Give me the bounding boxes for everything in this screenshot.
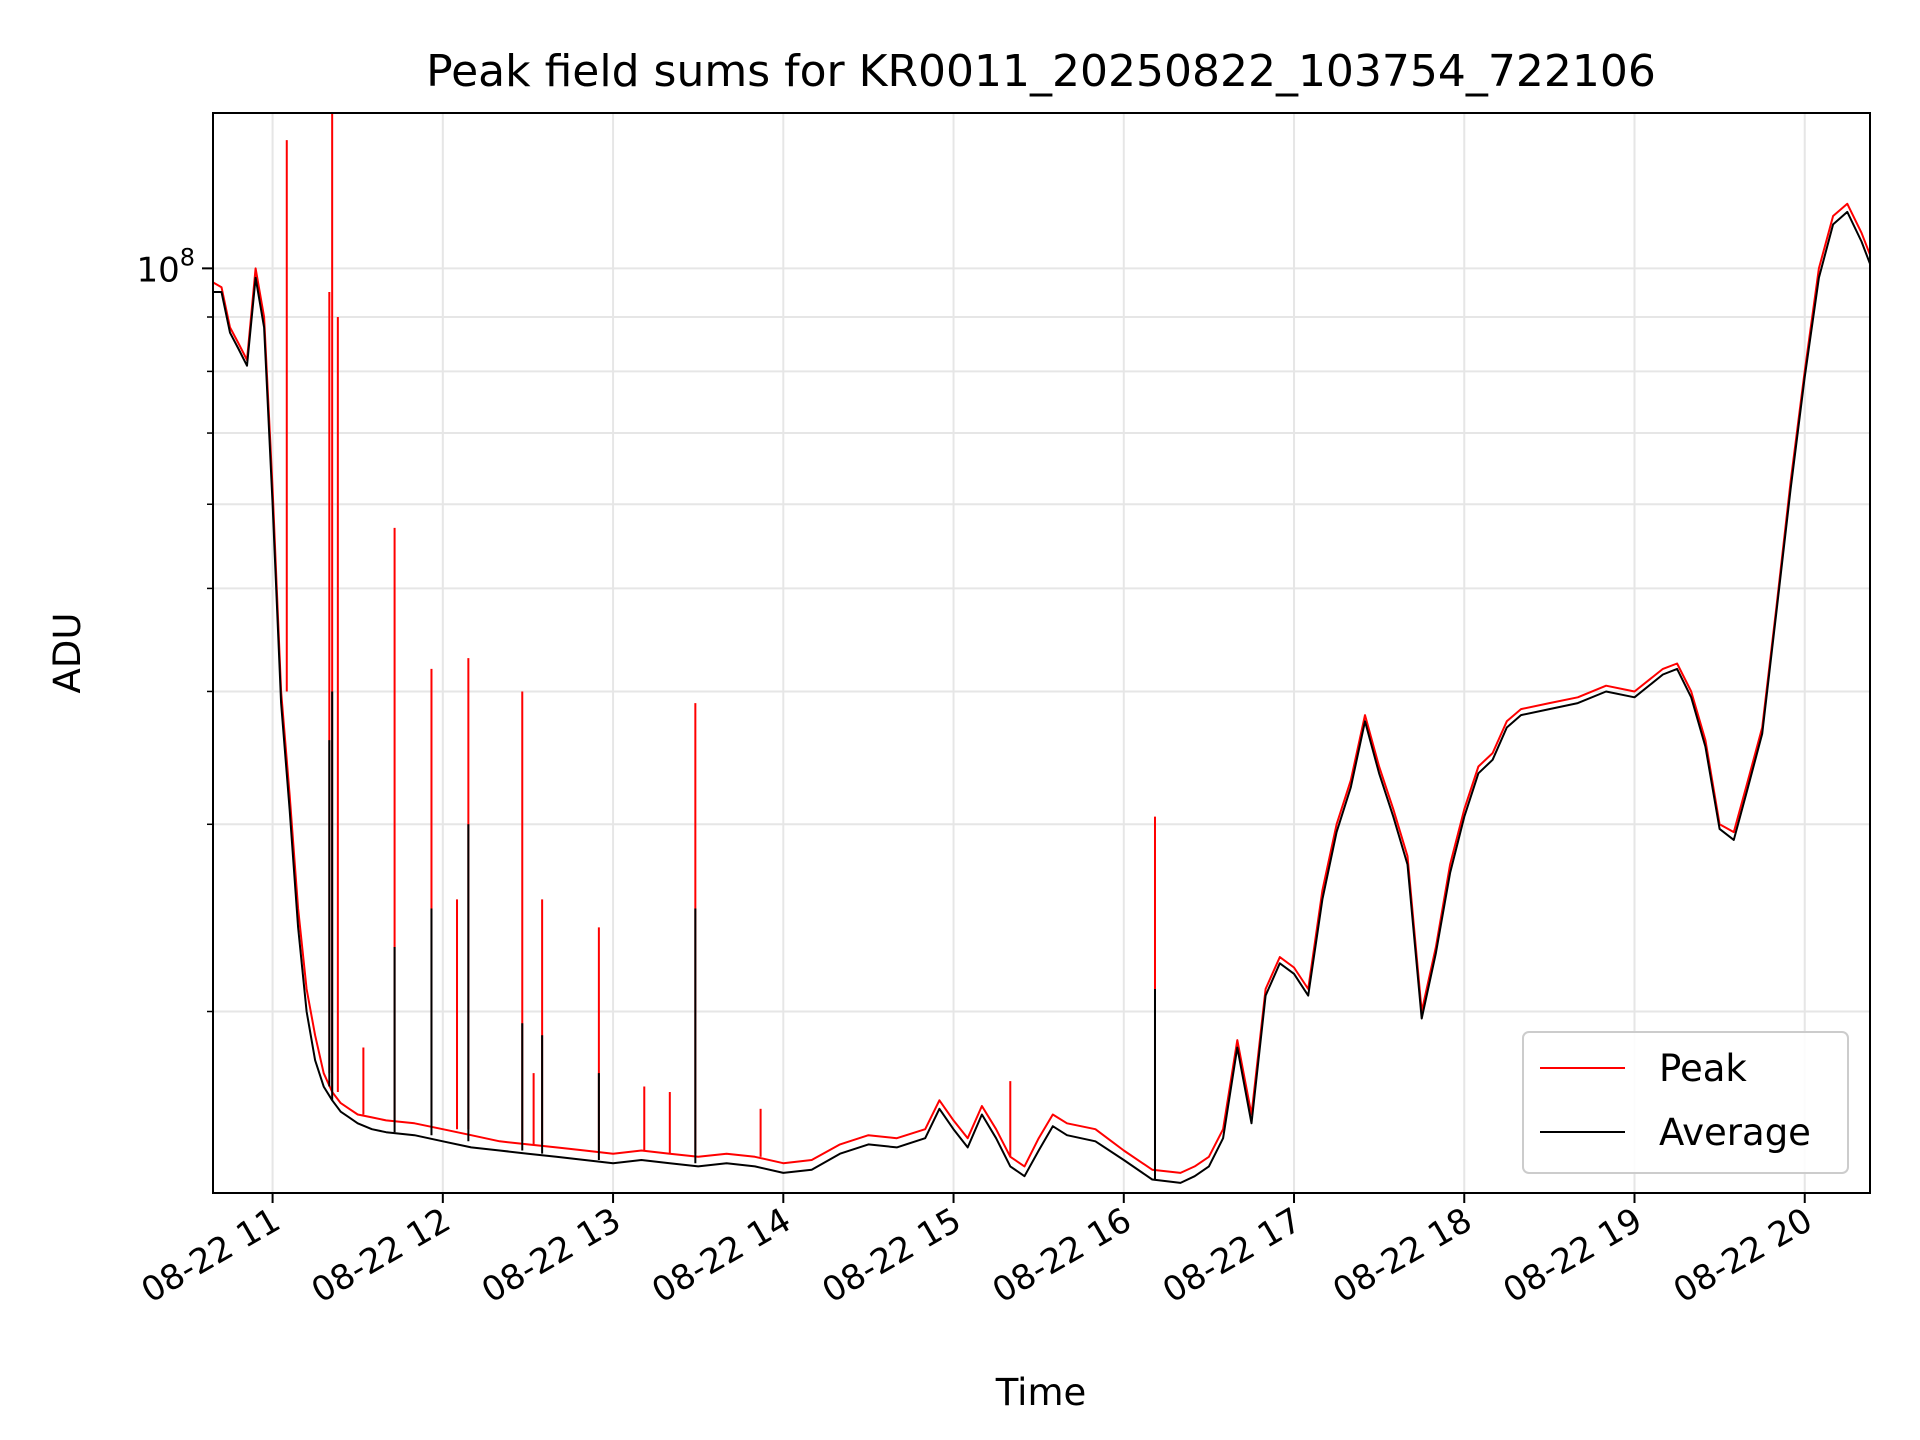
y-axis-label: ADU xyxy=(46,613,89,694)
x-axis-label: Time xyxy=(995,1371,1087,1414)
y-axis: 108 xyxy=(136,243,213,1013)
legend-label-peak: Peak xyxy=(1659,1047,1747,1090)
legend-label-average: Average xyxy=(1659,1111,1811,1154)
grid xyxy=(213,113,1870,1193)
y-tick-label: 108 xyxy=(136,243,195,290)
axes-frame xyxy=(212,112,1871,1194)
legend: Peak Average xyxy=(1522,1031,1849,1174)
plot-area xyxy=(212,113,1871,1184)
series-line-peak xyxy=(212,202,1871,1174)
series-line-average xyxy=(213,210,1871,1184)
chart-title: Peak field sums for KR0011_20250822_1037… xyxy=(426,46,1656,97)
